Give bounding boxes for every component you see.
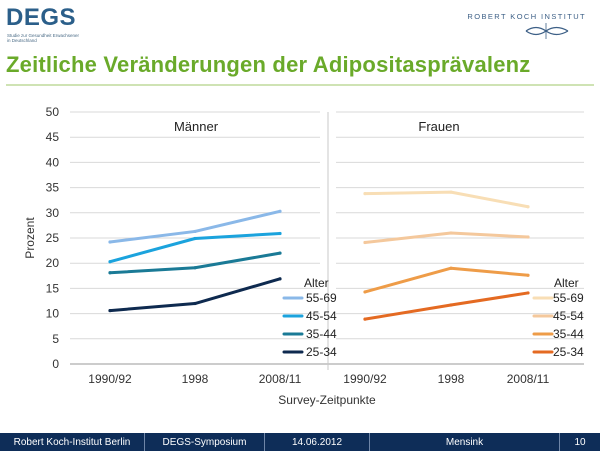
data-point-35-44: [449, 266, 453, 270]
y-axis-label: Prozent: [23, 217, 37, 259]
y-tick-label: 25: [46, 231, 60, 245]
title-divider: [6, 84, 594, 86]
legend-label-25-34: 25-34: [306, 345, 337, 359]
legend-label-45-54: 45-54: [553, 309, 584, 323]
data-point-25-34: [363, 317, 367, 321]
y-tick-label: 15: [46, 281, 60, 295]
y-tick-label: 30: [46, 206, 60, 220]
x-tick-label: 1998: [438, 372, 465, 386]
data-point-55-69: [449, 190, 453, 194]
rki-logo-text: ROBERT KOCH INSTITUT: [467, 12, 586, 21]
degs-logo-subtitle-line-1: Studie zur Gesundheit Erwachsener: [7, 33, 80, 38]
data-point-45-54: [193, 236, 197, 241]
legend-title: Alter: [304, 276, 329, 290]
legend-label-35-44: 35-44: [553, 327, 584, 341]
data-point-45-54: [278, 231, 282, 236]
rki-logo-mark-icon: [525, 23, 569, 39]
data-point-55-69: [193, 229, 197, 234]
y-tick-label: 10: [46, 307, 60, 321]
data-point-55-69: [363, 192, 367, 196]
footer-author: Mensink: [370, 433, 560, 451]
data-point-55-69: [526, 205, 530, 209]
data-point-35-44: [193, 266, 197, 270]
data-point-35-44: [108, 271, 112, 275]
y-tick-label: 0: [52, 357, 59, 371]
data-point-25-34: [193, 301, 197, 306]
footer-date: 14.06.2012: [265, 433, 370, 451]
y-tick-label: 5: [52, 332, 59, 346]
legend-label-45-54: 45-54: [306, 309, 337, 323]
series-line-25-34: [363, 291, 530, 321]
footer-bar: Robert Koch-Institut Berlin DEGS-Symposi…: [0, 433, 600, 451]
footer-page-number: 10: [574, 436, 586, 448]
x-tick-label: 2008/11: [259, 372, 302, 386]
degs-logo: DEGS Studie zur Gesundheit Erwachsener i…: [6, 4, 107, 46]
legend-title: Alter: [554, 276, 579, 290]
data-point-25-34: [278, 277, 282, 281]
data-point-45-54: [363, 240, 367, 245]
x-tick-label: 1990/92: [88, 372, 132, 386]
panel-title-maenner: Männer: [174, 119, 219, 134]
degs-logo-title: DEGS: [6, 4, 77, 31]
degs-logo-subtitle-line-2: in Deutschland: [7, 38, 37, 43]
x-axis-label: Survey-Zeitpunkte: [278, 393, 376, 407]
y-tick-label: 50: [46, 105, 60, 119]
legend-label-55-69: 55-69: [553, 291, 584, 305]
data-point-45-54: [108, 260, 112, 264]
data-point-55-69: [278, 209, 282, 213]
legend-label-25-34: 25-34: [553, 345, 584, 359]
data-point-45-54: [526, 235, 530, 239]
legend-label-35-44: 35-44: [306, 327, 337, 341]
data-point-35-44: [278, 251, 282, 255]
data-point-35-44: [363, 290, 367, 294]
y-tick-label: 40: [46, 155, 60, 169]
y-tick-label: 20: [46, 256, 60, 270]
x-tick-label: 1990/92: [343, 372, 387, 386]
data-point-25-34: [526, 291, 530, 295]
data-point-45-54: [449, 231, 453, 235]
x-tick-label: 2008/11: [507, 372, 550, 386]
y-tick-label: 45: [46, 130, 60, 144]
degs-logo-subtitle: Studie zur Gesundheit Erwachsener in Deu…: [7, 33, 107, 43]
data-point-25-34: [108, 308, 112, 313]
data-point-35-44: [526, 273, 530, 277]
legend-label-55-69: 55-69: [306, 291, 337, 305]
y-tick-label: 35: [46, 181, 60, 195]
series-line-25-34: [108, 277, 282, 313]
x-tick-label: 1998: [182, 372, 209, 386]
data-point-55-69: [108, 240, 112, 244]
footer-org: Robert Koch-Institut Berlin: [0, 433, 145, 451]
obesity-line-chart: 0 5 10 15 20 25 30 35 40 45 50 Prozent Survey-Zeitpu…: [23, 105, 584, 407]
panel-title-frauen: Frauen: [418, 119, 459, 134]
data-point-25-34: [449, 303, 453, 307]
slide-title: Zeitliche Veränderungen der Adipositaspr…: [6, 52, 531, 77]
series-line-55-69: [363, 190, 530, 209]
footer-event: DEGS-Symposium: [145, 433, 265, 451]
